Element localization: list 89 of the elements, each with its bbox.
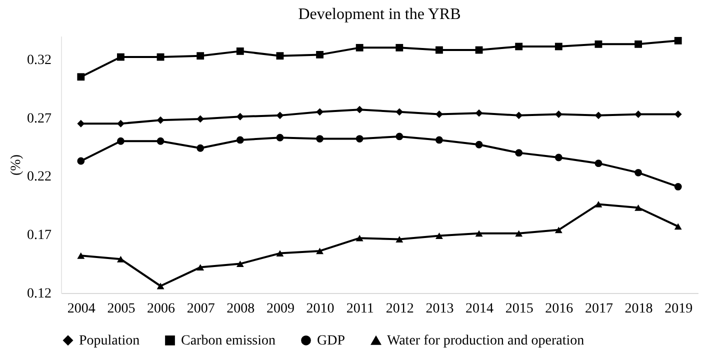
point: [316, 248, 324, 254]
y-tick-label: 0.22: [27, 170, 52, 185]
point: [196, 115, 204, 123]
x-tick-label: 2011: [346, 302, 374, 316]
y-axis-title: (%): [9, 154, 24, 176]
point: [356, 44, 364, 52]
point: [475, 109, 483, 117]
legend-label: Water for production and operation: [387, 334, 584, 348]
x-tick-label: 2008: [226, 302, 255, 316]
point: [236, 47, 244, 55]
point: [77, 252, 85, 259]
point: [276, 52, 284, 60]
point: [674, 223, 682, 230]
point: [77, 120, 85, 128]
point: [196, 52, 204, 60]
point: [634, 168, 642, 176]
point: [634, 40, 642, 48]
y-tick-label: 0.17: [27, 228, 52, 244]
point: [77, 157, 85, 165]
point: [156, 116, 164, 124]
point: [515, 230, 523, 237]
point: [674, 182, 682, 190]
x-tick-label: 2015: [505, 302, 534, 316]
point: [554, 110, 562, 118]
point: [436, 110, 443, 118]
point: [316, 135, 324, 142]
x-tick-label: 2013: [426, 302, 454, 316]
x-tick-label: 2012: [386, 302, 414, 316]
point: [554, 154, 562, 162]
point: [276, 112, 284, 120]
point: [515, 42, 523, 50]
point: [316, 50, 324, 58]
x-tick-label: 2019: [664, 302, 693, 316]
point: [356, 106, 364, 114]
y-tick-label: 0.12: [27, 286, 52, 302]
point: [436, 46, 443, 54]
point: [594, 201, 602, 208]
x-tick-label: 2018: [624, 302, 653, 316]
x-tick-label: 2009: [266, 302, 294, 316]
point: [634, 204, 642, 211]
y-tick-label: 0.27: [27, 111, 52, 126]
x-tick-label: 2014: [466, 302, 494, 316]
point: [594, 160, 602, 168]
point: [475, 140, 483, 148]
x-tick-label: 2016: [545, 302, 574, 316]
point: [634, 110, 642, 118]
point: [196, 264, 204, 271]
point: [515, 112, 523, 120]
point: [117, 53, 124, 61]
point: [674, 36, 682, 44]
x-tick-label: 2007: [186, 302, 215, 316]
legend-label: Population: [79, 333, 140, 348]
point: [396, 236, 404, 242]
x-tick-label: 2010: [306, 302, 334, 316]
chart-title: Development in the YRB: [298, 6, 461, 23]
point: [156, 137, 164, 145]
point: [475, 230, 483, 237]
point: [396, 44, 404, 52]
point: [554, 226, 562, 234]
point: [554, 42, 562, 50]
y-tick-label: 0.32: [27, 52, 52, 68]
point: [236, 136, 244, 144]
point: [276, 250, 284, 256]
x-tick-label: 2006: [147, 302, 176, 316]
point: [236, 112, 244, 120]
point: [396, 108, 404, 116]
point: [77, 73, 85, 81]
point: [156, 282, 164, 290]
point: [117, 120, 124, 128]
point: [236, 260, 244, 268]
point: [515, 149, 523, 157]
x-tick-label: 2005: [107, 302, 136, 316]
point: [396, 132, 404, 140]
point: [436, 232, 443, 239]
x-tick-label: 2017: [584, 302, 613, 316]
point: [117, 137, 124, 145]
legend-label: GDP: [317, 333, 346, 348]
point: [594, 112, 602, 120]
point: [674, 110, 682, 118]
x-tick-label: 2004: [67, 302, 96, 316]
point: [594, 40, 602, 48]
point: [276, 134, 284, 142]
point: [316, 108, 324, 116]
point: [356, 135, 364, 142]
point: [196, 144, 204, 152]
point: [356, 234, 364, 242]
legend-label: Carbon emission: [181, 333, 276, 348]
point: [117, 256, 124, 262]
point: [436, 136, 443, 144]
